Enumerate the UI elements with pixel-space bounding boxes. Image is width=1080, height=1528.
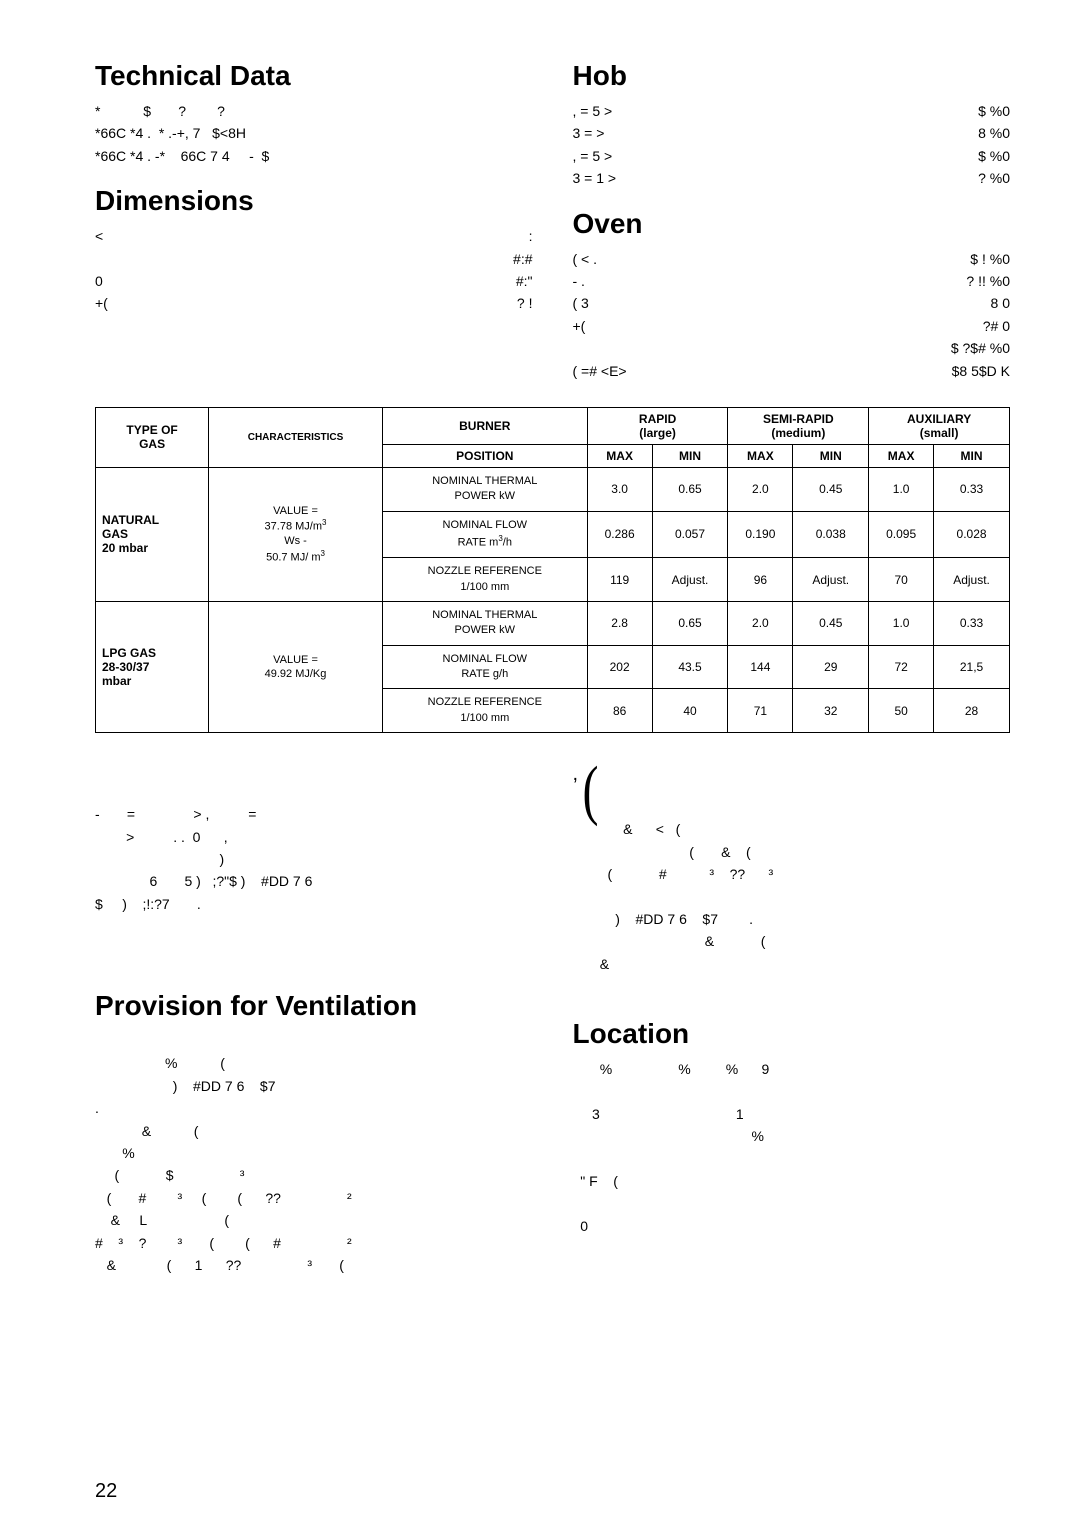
gas-value-cell: 0.028 bbox=[934, 511, 1010, 557]
vent-body: % ( ) #DD 7 6 $7 . & ( % ( $ ³ ( # ³ ( (… bbox=[95, 1030, 533, 1276]
gas-value-cell: 1.0 bbox=[869, 467, 934, 511]
gas-value-cell: 50 bbox=[869, 689, 934, 733]
mid-left-text: - = > , = > . . 0 , ) 6 5 ) ;?"$ ) #DD 7… bbox=[95, 803, 533, 915]
oven-row: ( 38 0 bbox=[573, 292, 1011, 314]
th-aux: AUXILIARY (small) bbox=[869, 407, 1010, 444]
gas-value-cell: 144 bbox=[728, 645, 793, 689]
gas-value-cell: 72 bbox=[869, 645, 934, 689]
burner-spec-cell: NOMINAL FLOWRATE g/h bbox=[382, 645, 587, 689]
dim-row: #:# bbox=[95, 248, 533, 270]
gas-value-cell: 96 bbox=[728, 558, 793, 602]
dim-row: <: bbox=[95, 225, 533, 247]
tech-line-0: * $ ? ? bbox=[95, 100, 533, 122]
dimensions-title: Dimensions bbox=[95, 185, 533, 217]
gas-value-cell: 2.0 bbox=[728, 467, 793, 511]
th-type: TYPE OF GAS bbox=[96, 407, 209, 467]
th-min: MIN bbox=[934, 444, 1010, 467]
th-rapid: RAPID (large) bbox=[587, 407, 728, 444]
th-semi: SEMI-RAPID (medium) bbox=[728, 407, 869, 444]
gas-value-cell: 0.038 bbox=[793, 511, 869, 557]
th-max: MAX bbox=[587, 444, 652, 467]
gas-value-cell: 202 bbox=[587, 645, 652, 689]
hob-row: 3 = 1 >? %0 bbox=[573, 167, 1011, 189]
ventilation-title: Provision for Ventilation bbox=[95, 990, 533, 1022]
gas-char-cell: VALUE =49.92 MJ/Kg bbox=[209, 601, 383, 732]
gas-value-cell: 71 bbox=[728, 689, 793, 733]
page-number: 22 bbox=[95, 1480, 117, 1503]
hob-row: 3 = >8 %0 bbox=[573, 122, 1011, 144]
mid-right-symbol: , ( bbox=[573, 763, 1011, 818]
oven-row: ( < .$ ! %0 bbox=[573, 248, 1011, 270]
oven-title: Oven bbox=[573, 208, 1011, 240]
gas-value-cell: 0.33 bbox=[934, 467, 1010, 511]
gas-type-cell: NATURALGAS20 mbar bbox=[96, 467, 209, 601]
gas-value-cell: 0.33 bbox=[934, 601, 1010, 645]
gas-value-cell: 0.45 bbox=[793, 467, 869, 511]
gas-value-cell: Adjust. bbox=[652, 558, 728, 602]
gas-value-cell: 32 bbox=[793, 689, 869, 733]
gas-value-cell: 43.5 bbox=[652, 645, 728, 689]
gas-value-cell: 0.190 bbox=[728, 511, 793, 557]
gas-value-cell: 0.45 bbox=[793, 601, 869, 645]
tech-line-1: *66C *4 . * .-+, 7 $<8H bbox=[95, 122, 533, 144]
gas-value-cell: 2.0 bbox=[728, 601, 793, 645]
burner-spec-cell: NOZZLE REFERENCE1/100 mm bbox=[382, 689, 587, 733]
th-max: MAX bbox=[728, 444, 793, 467]
gas-value-cell: 0.057 bbox=[652, 511, 728, 557]
location-title: Location bbox=[573, 1018, 1011, 1050]
th-position: POSITION bbox=[382, 444, 587, 467]
burner-spec-cell: NOMINAL FLOWRATE m3/h bbox=[382, 511, 587, 557]
gas-value-cell: 70 bbox=[869, 558, 934, 602]
gas-value-cell: 0.65 bbox=[652, 467, 728, 511]
burner-spec-cell: NOMINAL THERMALPOWER kW bbox=[382, 467, 587, 511]
hob-row: , = 5 >$ %0 bbox=[573, 145, 1011, 167]
loc-body: % % % 9 3 1 % " F ( 0 bbox=[573, 1058, 1011, 1237]
gas-char-cell: VALUE =37.78 MJ/m3Ws -50.7 MJ/ m3 bbox=[209, 467, 383, 601]
mid-right-text: & < ( ( & ( ( # ³ ?? ³ ) #DD 7 6 $7 . & … bbox=[573, 818, 1011, 975]
gas-value-cell: 119 bbox=[587, 558, 652, 602]
oven-row: +(?# 0 bbox=[573, 315, 1011, 337]
th-min: MIN bbox=[652, 444, 728, 467]
gas-type-cell: LPG GAS28-30/37mbar bbox=[96, 601, 209, 732]
gas-value-cell: 29 bbox=[793, 645, 869, 689]
tech-data-title: Technical Data bbox=[95, 60, 533, 92]
gas-table: TYPE OF GAS CHARACTERISTICS BURNER RAPID… bbox=[95, 407, 1010, 733]
th-max: MAX bbox=[869, 444, 934, 467]
gas-value-cell: 3.0 bbox=[587, 467, 652, 511]
gas-value-cell: 21,5 bbox=[934, 645, 1010, 689]
gas-value-cell: 40 bbox=[652, 689, 728, 733]
th-min: MIN bbox=[793, 444, 869, 467]
dim-row: 0#:" bbox=[95, 270, 533, 292]
hob-title: Hob bbox=[573, 60, 1011, 92]
burner-spec-cell: NOMINAL THERMALPOWER kW bbox=[382, 601, 587, 645]
oven-row: - .? !! %0 bbox=[573, 270, 1011, 292]
gas-value-cell: Adjust. bbox=[934, 558, 1010, 602]
gas-value-cell: 1.0 bbox=[869, 601, 934, 645]
gas-value-cell: 2.8 bbox=[587, 601, 652, 645]
gas-value-cell: 0.095 bbox=[869, 511, 934, 557]
gas-value-cell: 86 bbox=[587, 689, 652, 733]
hob-row: , = 5 >$ %0 bbox=[573, 100, 1011, 122]
gas-value-cell: 0.286 bbox=[587, 511, 652, 557]
dim-row: +(? ! bbox=[95, 292, 533, 314]
gas-value-cell: 0.65 bbox=[652, 601, 728, 645]
oven-row: ( =# <E>$8 5$D K bbox=[573, 360, 1011, 382]
th-char: CHARACTERISTICS bbox=[209, 407, 383, 467]
tech-line-2: *66C *4 . -* 66C 7 4 - $ bbox=[95, 145, 533, 167]
th-burner: BURNER bbox=[382, 407, 587, 444]
oven-row: $ ?$# %0 bbox=[573, 337, 1011, 359]
burner-spec-cell: NOZZLE REFERENCE1/100 mm bbox=[382, 558, 587, 602]
gas-value-cell: 28 bbox=[934, 689, 1010, 733]
gas-value-cell: Adjust. bbox=[793, 558, 869, 602]
